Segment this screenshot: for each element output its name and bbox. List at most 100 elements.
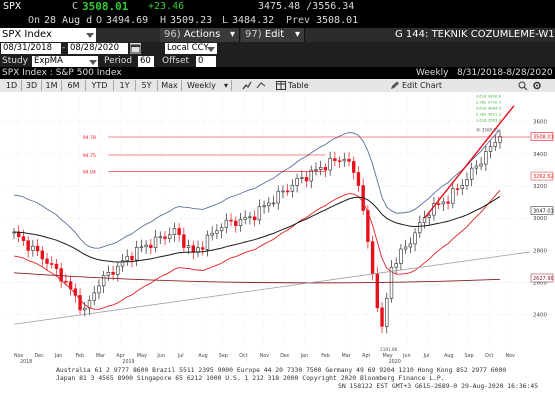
chevron-down-icon[interactable] [89, 58, 97, 66]
candle-body [205, 234, 210, 250]
ticker-dropdown-icon[interactable] [86, 31, 94, 39]
lower-band-line [13, 190, 501, 310]
candle-body [215, 230, 219, 234]
actions-menu[interactable]: 96) Actions ▾ [160, 28, 240, 42]
candle-body [290, 184, 295, 192]
zoom-icon[interactable] [518, 81, 528, 91]
ticker-input[interactable]: SPX Index [0, 28, 96, 42]
frequency-select[interactable]: Weekly ▾ [184, 80, 232, 91]
candle-body [479, 163, 483, 167]
period-button-6m[interactable]: 6M [62, 80, 86, 91]
candle-body [83, 307, 87, 311]
period-button-1d[interactable]: 1D [2, 80, 22, 91]
x-tick-label: Sep [465, 353, 474, 359]
actions-label: Actions [183, 29, 221, 40]
x-year-label: 2020 [389, 359, 401, 364]
price-chart-svg[interactable]: 2400 2600 2800 3000 3200 3400 3600 Nov Dec Jan Feb… [0, 92, 555, 365]
candle-body [352, 161, 356, 173]
end-date-field[interactable]: 08/28/2020 [68, 43, 128, 54]
x-tick-label: Feb [321, 353, 330, 359]
x-tick-label: Dec [280, 353, 290, 359]
prev-price: 3508.01 [316, 15, 359, 26]
x-tick-label: Mar [96, 353, 105, 359]
offset-label: Offset [162, 56, 190, 66]
candle-body [40, 250, 45, 260]
quote-symbol: SPX [3, 1, 22, 12]
candle-body [45, 258, 49, 264]
band-tag: 2627.90 [533, 276, 554, 282]
level-label: 94.75 [83, 153, 96, 159]
x-tick-label: Apr [116, 353, 124, 359]
long-trendline [13, 251, 531, 325]
candle-body [163, 236, 167, 239]
x-year-label: 2019 [122, 359, 134, 364]
chevron-down-icon[interactable] [207, 45, 215, 53]
candle-body [262, 205, 266, 208]
candle-body [267, 202, 271, 207]
edit-chart-button[interactable]: Edit Chart [402, 81, 443, 90]
table-icon[interactable] [276, 81, 286, 90]
candle-body [427, 214, 431, 218]
start-date-field[interactable]: 08/31/2018 [1, 43, 61, 54]
period-button-ytd[interactable]: YTD [86, 80, 114, 91]
x-tick-label: Nov [260, 353, 270, 359]
period-field[interactable]: 60 [138, 56, 154, 67]
study-select[interactable]: ExpMA [32, 56, 98, 67]
close-prefix: C [72, 1, 79, 12]
candle-body [120, 260, 125, 267]
candle-body [318, 167, 323, 170]
pencil-icon[interactable] [390, 81, 400, 90]
candle-body [441, 201, 446, 205]
period-button-max[interactable]: Max [158, 80, 182, 91]
candle-body [50, 263, 54, 265]
candle-body [31, 245, 35, 251]
candle-body [295, 178, 299, 186]
band-tag-box [530, 273, 554, 283]
edit-menu[interactable]: 97) Edit ▾ [241, 28, 305, 42]
footer-contacts-line2: Japan 81 3 4565 8900 Singapore 65 6212 1… [56, 374, 445, 382]
y-tick-label: 3600 [533, 120, 547, 126]
period-button-1y[interactable]: 1Y [114, 80, 136, 91]
footer-session-line: SN 158122 EST GMT+3 G615-2689-0 29-Aug-2… [338, 382, 539, 390]
candle-body [172, 228, 177, 236]
long-ma-line [13, 272, 501, 284]
period-button-5y[interactable]: 5Y [136, 80, 158, 91]
candle-body [493, 142, 497, 147]
x-tick-label: Dec [34, 353, 44, 359]
x-tick-label: May [383, 353, 393, 359]
last-price-tag: 3508.01 [533, 135, 554, 141]
offset-field[interactable]: 0 [196, 56, 216, 67]
price-chart[interactable]: 2400 2600 2800 3000 3200 3400 3600 Nov Dec Jan Feb… [0, 92, 555, 400]
candle-body [243, 217, 247, 220]
candle-body [224, 219, 229, 228]
chart-date-range: 8/31/2018-8/28/2020 [457, 68, 553, 78]
candle-body [432, 203, 436, 216]
candle-body [314, 169, 318, 171]
chart-type-icon[interactable] [242, 81, 252, 90]
candle-body [92, 292, 96, 301]
candle-body [436, 203, 441, 205]
x-tick-label: Feb [75, 353, 84, 359]
y-tick-label: 2600 [533, 280, 547, 286]
candle-body [210, 232, 214, 236]
open-prefix: O [96, 15, 103, 26]
candle-body [153, 236, 158, 248]
candle-body [333, 158, 337, 161]
period-button-1m[interactable]: 1M [42, 80, 62, 91]
candle-body [177, 228, 181, 236]
table-button[interactable]: Table [288, 81, 309, 90]
calendar-icon[interactable] [130, 43, 141, 54]
period-button-3d[interactable]: 3D [22, 80, 42, 91]
study-label: Study [2, 56, 28, 66]
candle-body [125, 255, 129, 261]
security-info-bar: SPX Index : S&P 500 Index Weekly 8/31/20… [0, 67, 555, 79]
x-tick-label: May [137, 353, 147, 359]
frequency-select-label: Weekly [187, 81, 216, 90]
settings-gear-icon[interactable] [532, 81, 542, 90]
time-label: On [28, 15, 41, 26]
line-chart-icon[interactable] [256, 81, 266, 90]
price-change: +23.46 [148, 1, 185, 12]
currency-select[interactable]: Local CCY [165, 43, 217, 54]
quote-date: 28 Aug d [44, 15, 93, 26]
chart-frequency: Weekly [416, 68, 449, 78]
